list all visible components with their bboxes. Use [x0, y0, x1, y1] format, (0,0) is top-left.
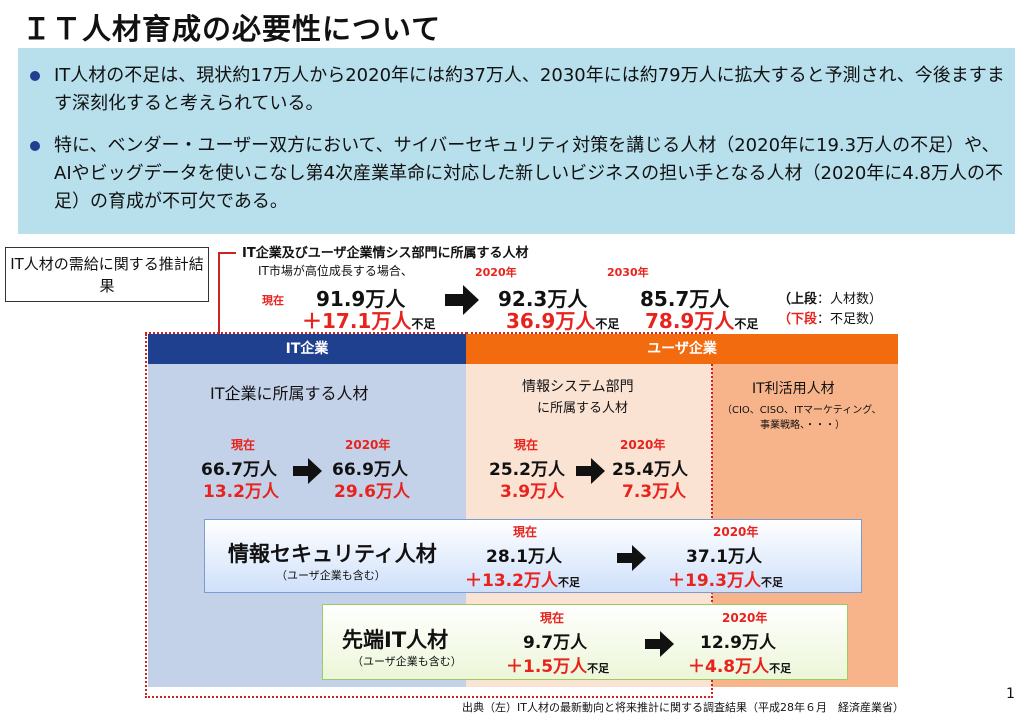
sys-2020-label: 2020年: [620, 438, 666, 452]
bullet-text: IT人材の不足は、現状約17万人から2020年には約37万人、2030年には約7…: [54, 65, 1005, 114]
advanced-title: 先端IT人材: [342, 628, 449, 652]
security-2020-label: 2020年: [713, 525, 759, 539]
header-it-company: IT企業: [148, 334, 466, 364]
shortage-suffix: 不足: [769, 662, 792, 675]
sys-panel-subtitle: に所属する人材: [537, 401, 629, 416]
shortage-suffix: 不足: [411, 317, 436, 331]
dotted-border: [145, 332, 467, 334]
source-note: 出典（左）IT人材の最新動向と将来推計に関する調査結果（平成28年６月 経済産業…: [462, 701, 904, 714]
security-subtitle: （ユーザ企業も含む）: [276, 569, 386, 582]
advanced-2020-label: 2020年: [722, 611, 768, 625]
overall-now-shortage: ＋17.1万人不足: [302, 305, 435, 334]
shortage-suffix: 不足: [587, 662, 610, 675]
bracket-line: [218, 252, 236, 254]
bullet-item: IT人材の不足は、現状約17万人から2020年には約37万人、2030年には約7…: [30, 62, 1005, 118]
overall-2030-shortage-value: 78.9万人: [645, 309, 735, 333]
it-2020-label: 2020年: [345, 438, 391, 452]
sys-2020-shortage: 7.3万人: [622, 482, 687, 502]
shortage-suffix: 不足: [595, 317, 620, 331]
overall-condition: IT市場が高位成長する場合、: [258, 264, 413, 278]
it-now-label: 現在: [231, 438, 256, 452]
util-panel-note: 事業戦略、・・・）: [760, 420, 845, 431]
summary-box: IT人材の不足は、現状約17万人から2020年には約37万人、2030年には約7…: [18, 48, 1015, 234]
arrow-right-icon: [576, 458, 605, 484]
bullet-dot-icon: [30, 141, 40, 151]
sys-now-shortage: 3.9万人: [500, 482, 565, 502]
security-now-value: 28.1万人: [486, 547, 562, 567]
security-2020-shortage-value: ＋19.3万人: [668, 571, 761, 591]
shortage-suffix: 不足: [557, 576, 580, 589]
bullet-dot-icon: [30, 71, 40, 81]
legend-upper: （上段：人材数）: [778, 288, 882, 307]
overall-now-value: 91.9万人: [316, 287, 406, 311]
legend-lower-value: ：不足数）: [817, 312, 883, 327]
advanced-subtitle: （ユーザ企業も含む）: [352, 655, 462, 668]
util-panel-note: （CIO、CISO、ITマーケティング、: [722, 405, 882, 416]
overall-2020-shortage: 36.9万人不足: [506, 305, 619, 334]
shortage-suffix: 不足: [760, 576, 783, 589]
overall-2020-shortage-value: 36.9万人: [506, 309, 596, 333]
advanced-now-shortage-value: ＋1.5万人: [506, 657, 588, 677]
overall-2030-label: 2030年: [607, 266, 649, 279]
security-2020-shortage: ＋19.3万人不足: [668, 566, 783, 591]
bullet-item: 特に、ベンダー・ユーザー双方において、サイバーセキュリティ対策を講じる人材（20…: [30, 132, 1005, 216]
security-now-shortage: ＋13.2万人不足: [465, 566, 580, 591]
overall-now-shortage-value: ＋17.1万人: [302, 309, 412, 333]
it-now-value: 66.7万人: [201, 460, 277, 480]
security-now-label: 現在: [513, 525, 538, 539]
supply-estimate-label: IT人材の需給に関する推計結果: [5, 247, 209, 302]
header-user-company: ユーザ企業: [466, 334, 898, 364]
advanced-now-label: 現在: [540, 611, 565, 625]
bracket-line: [218, 252, 220, 334]
it-2020-shortage: 29.6万人: [334, 482, 410, 502]
security-2020-value: 37.1万人: [686, 547, 762, 567]
legend-upper-value: ：人材数）: [817, 292, 883, 307]
shortage-suffix: 不足: [734, 317, 759, 331]
it-2020-value: 66.9万人: [332, 460, 408, 480]
sys-2020-value: 25.4万人: [612, 460, 688, 480]
page-title: ＩＴ人材育成の必要性について: [22, 12, 442, 46]
overall-heading: IT企業及びユーザ企業情シス部門に所属する人材: [242, 246, 529, 261]
dotted-border: [145, 334, 147, 698]
overall-2020-value: 92.3万人: [498, 287, 588, 311]
legend-upper-key: （上段: [778, 292, 818, 307]
advanced-2020-shortage: ＋4.8万人不足: [688, 652, 791, 677]
bullet-text: 特に、ベンダー・ユーザー双方において、サイバーセキュリティ対策を講じる人材（20…: [54, 135, 1003, 212]
util-panel-title: IT利活用人材: [752, 381, 835, 397]
advanced-it-talent-box: [322, 604, 848, 680]
security-talent-box: [204, 519, 862, 593]
advanced-now-shortage: ＋1.5万人不足: [506, 652, 609, 677]
it-now-shortage: 13.2万人: [203, 482, 279, 502]
dotted-border: [145, 696, 713, 698]
it-panel-title: IT企業に所属する人材: [210, 384, 369, 403]
legend-lower-key: （下段: [778, 312, 818, 327]
overall-now-label: 現在: [262, 294, 284, 307]
sys-now-value: 25.2万人: [489, 460, 565, 480]
overall-2030-shortage: 78.9万人不足: [645, 305, 758, 334]
page-number: 1: [1006, 686, 1015, 702]
advanced-2020-value: 12.9万人: [700, 633, 776, 653]
legend-lower: （下段：不足数）: [778, 308, 882, 327]
security-title: 情報セキュリティ人材: [228, 542, 437, 566]
security-now-shortage-value: ＋13.2万人: [465, 571, 558, 591]
overall-2030-value: 85.7万人: [640, 287, 730, 311]
arrow-right-icon: [445, 285, 479, 315]
arrow-right-icon: [617, 545, 646, 571]
overall-2020-label: 2020年: [475, 266, 517, 279]
advanced-now-value: 9.7万人: [523, 633, 588, 653]
dotted-border: [466, 332, 713, 334]
advanced-2020-shortage-value: ＋4.8万人: [688, 657, 770, 677]
sys-panel-title: 情報システム部門: [522, 379, 634, 395]
sys-now-label: 現在: [514, 438, 539, 452]
arrow-right-icon: [645, 631, 674, 657]
arrow-right-icon: [293, 458, 322, 484]
